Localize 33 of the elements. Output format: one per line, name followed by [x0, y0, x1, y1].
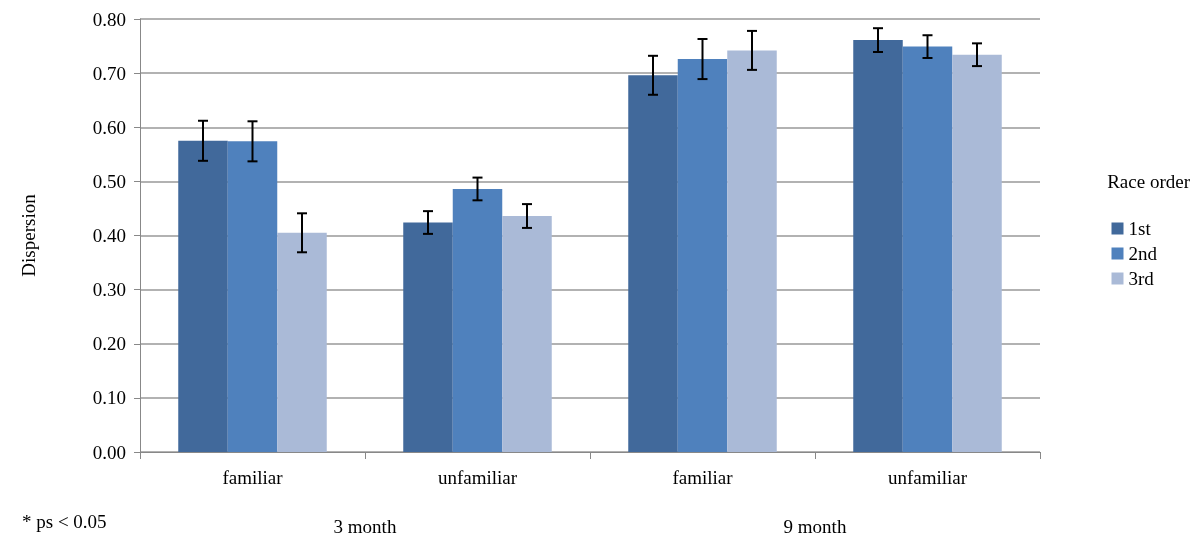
x-tick-label: familiar [222, 467, 284, 488]
y-tick-label: 0.60 [92, 116, 126, 138]
bar [952, 54, 1002, 452]
bar [277, 232, 327, 452]
x-tick-label: unfamiliar [887, 467, 968, 488]
legend-label: 1st [1128, 218, 1152, 239]
bar [628, 75, 678, 452]
y-tick-label: 0.50 [92, 170, 126, 192]
legend-label: 3rd [1128, 268, 1155, 289]
y-tick-label: 0.70 [92, 62, 126, 84]
bar [853, 40, 903, 452]
y-tick-label: 0.20 [92, 333, 126, 355]
text: * ps < 0.05 [22, 511, 107, 532]
y-tick-label: 0.40 [92, 225, 126, 246]
legend-label: 2nd [1128, 243, 1158, 264]
bar [677, 59, 728, 452]
bar [452, 188, 503, 452]
text: 3 month [333, 516, 397, 537]
bar [902, 46, 953, 452]
y-tick-label: 0.00 [92, 441, 126, 463]
bar [403, 222, 453, 452]
y-tick-label: 0.80 [92, 8, 126, 30]
bar [178, 140, 228, 452]
x-tick-label: familiar [672, 467, 734, 488]
legend-title: Race order [1107, 171, 1191, 192]
y-axis-title: Dispersion [18, 193, 39, 277]
x-tick-label: unfamiliar [437, 467, 518, 488]
bar [727, 50, 777, 452]
bar [227, 141, 278, 452]
y-tick-label: 0.30 [92, 279, 126, 301]
text: 9 month [783, 516, 847, 537]
y-tick-label: 0.10 [92, 387, 126, 409]
bar [502, 216, 552, 452]
